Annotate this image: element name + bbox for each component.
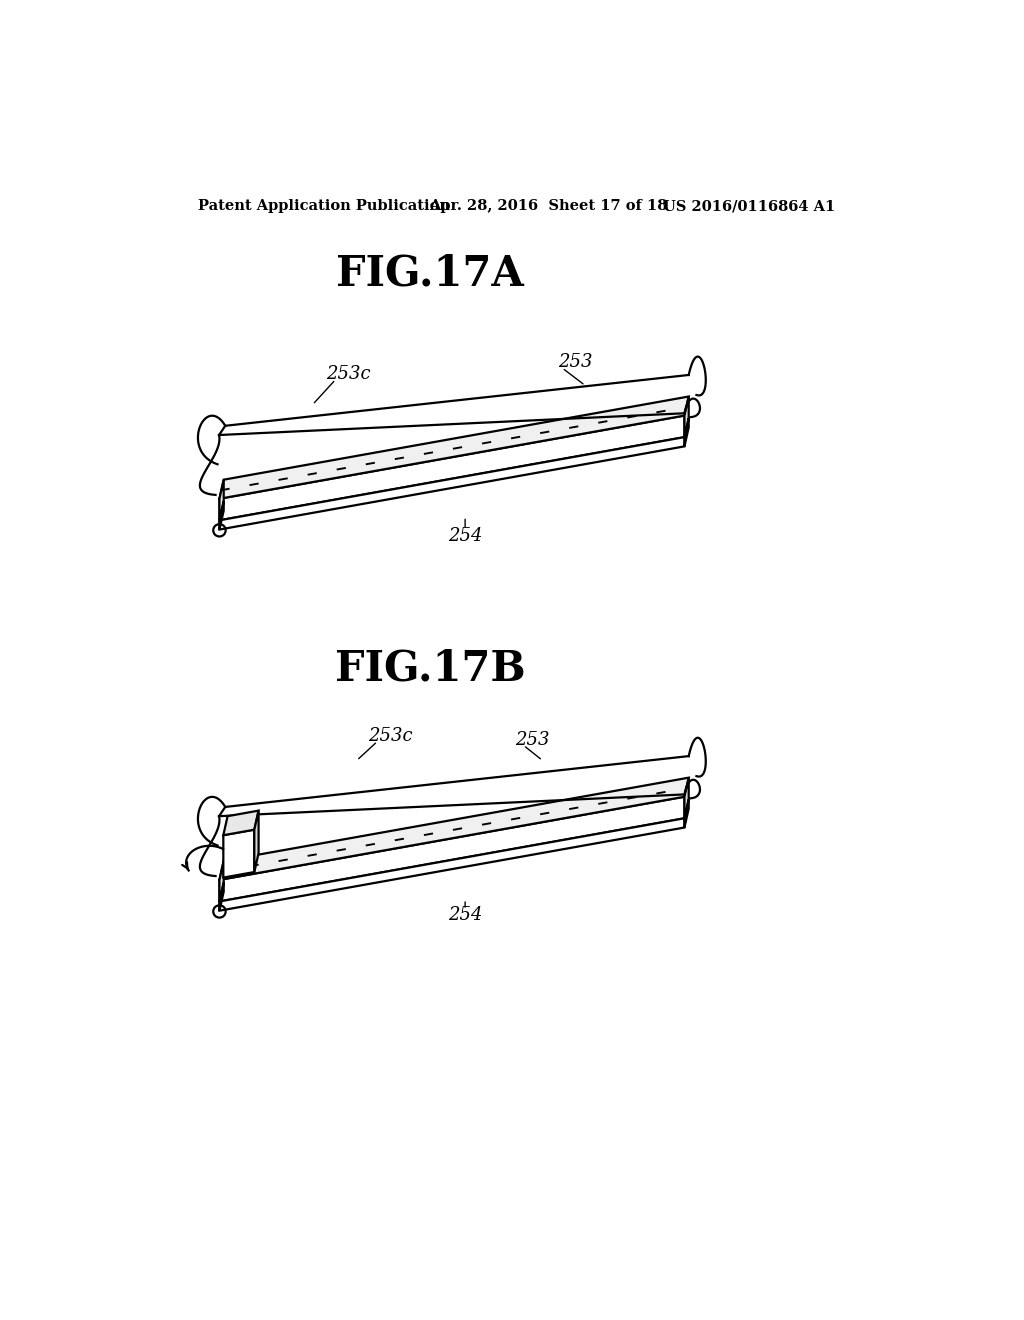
Text: 253c: 253c [326, 366, 371, 383]
Polygon shape [219, 797, 684, 902]
Text: Apr. 28, 2016  Sheet 17 of 18: Apr. 28, 2016 Sheet 17 of 18 [429, 199, 667, 213]
Text: FIG.17A: FIG.17A [336, 253, 524, 294]
Polygon shape [223, 810, 259, 836]
Polygon shape [219, 818, 684, 911]
Polygon shape [219, 882, 223, 911]
Polygon shape [684, 396, 689, 437]
Polygon shape [219, 502, 223, 529]
Polygon shape [219, 479, 223, 520]
Polygon shape [219, 416, 684, 520]
Polygon shape [219, 437, 684, 529]
Polygon shape [219, 861, 223, 902]
Polygon shape [684, 777, 689, 818]
Text: 254: 254 [447, 906, 482, 924]
Text: 253: 253 [558, 354, 593, 371]
Text: 253: 253 [515, 731, 550, 748]
Polygon shape [254, 810, 259, 873]
Text: Patent Application Publication: Patent Application Publication [198, 199, 450, 213]
Polygon shape [223, 830, 254, 878]
Polygon shape [219, 396, 689, 499]
Text: FIG.17B: FIG.17B [335, 647, 525, 689]
Polygon shape [684, 799, 689, 828]
Text: 253c: 253c [369, 727, 413, 744]
Text: 254: 254 [447, 527, 482, 545]
Text: US 2016/0116864 A1: US 2016/0116864 A1 [663, 199, 835, 213]
Polygon shape [684, 418, 689, 446]
Polygon shape [219, 777, 689, 880]
